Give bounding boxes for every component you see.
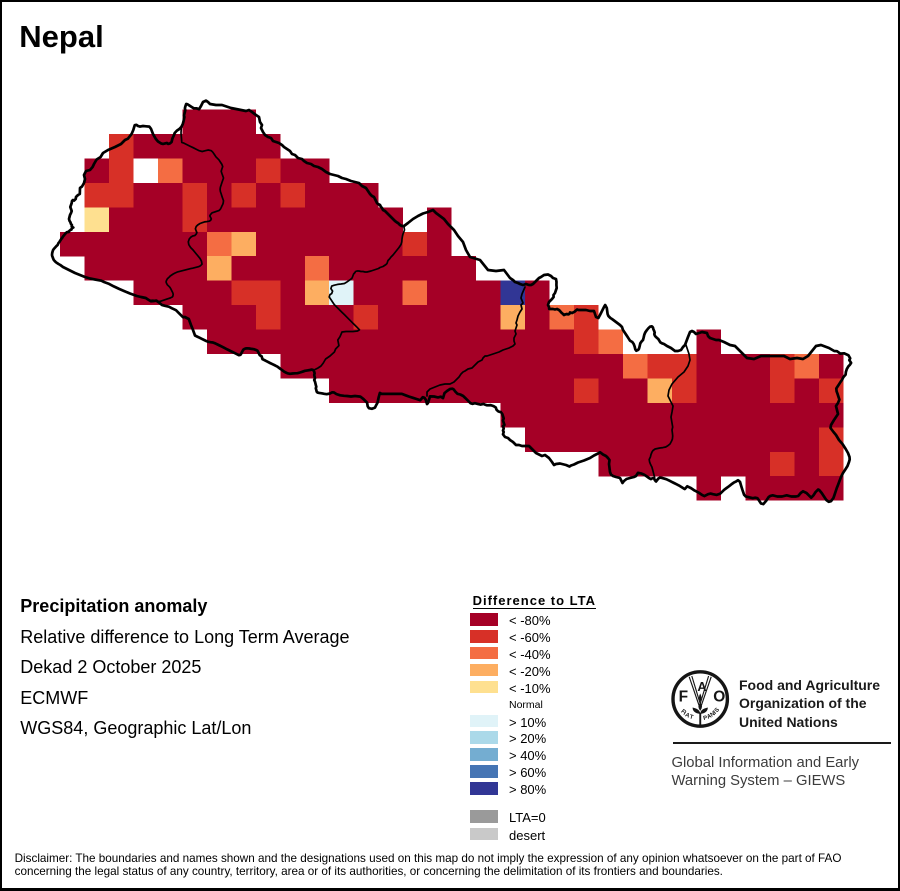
svg-text:A: A bbox=[706, 713, 713, 721]
svg-text:S: S bbox=[713, 707, 720, 714]
svg-text:A: A bbox=[683, 712, 690, 720]
svg-text:O: O bbox=[713, 688, 725, 705]
svg-text:P: P bbox=[702, 715, 707, 722]
svg-text:N: N bbox=[709, 711, 716, 718]
svg-text:A: A bbox=[697, 679, 706, 694]
svg-text:I: I bbox=[682, 711, 687, 717]
svg-text:I: I bbox=[712, 710, 717, 716]
svg-text:T: T bbox=[688, 714, 693, 721]
svg-text:F: F bbox=[678, 688, 687, 705]
svg-text:F: F bbox=[679, 709, 686, 716]
